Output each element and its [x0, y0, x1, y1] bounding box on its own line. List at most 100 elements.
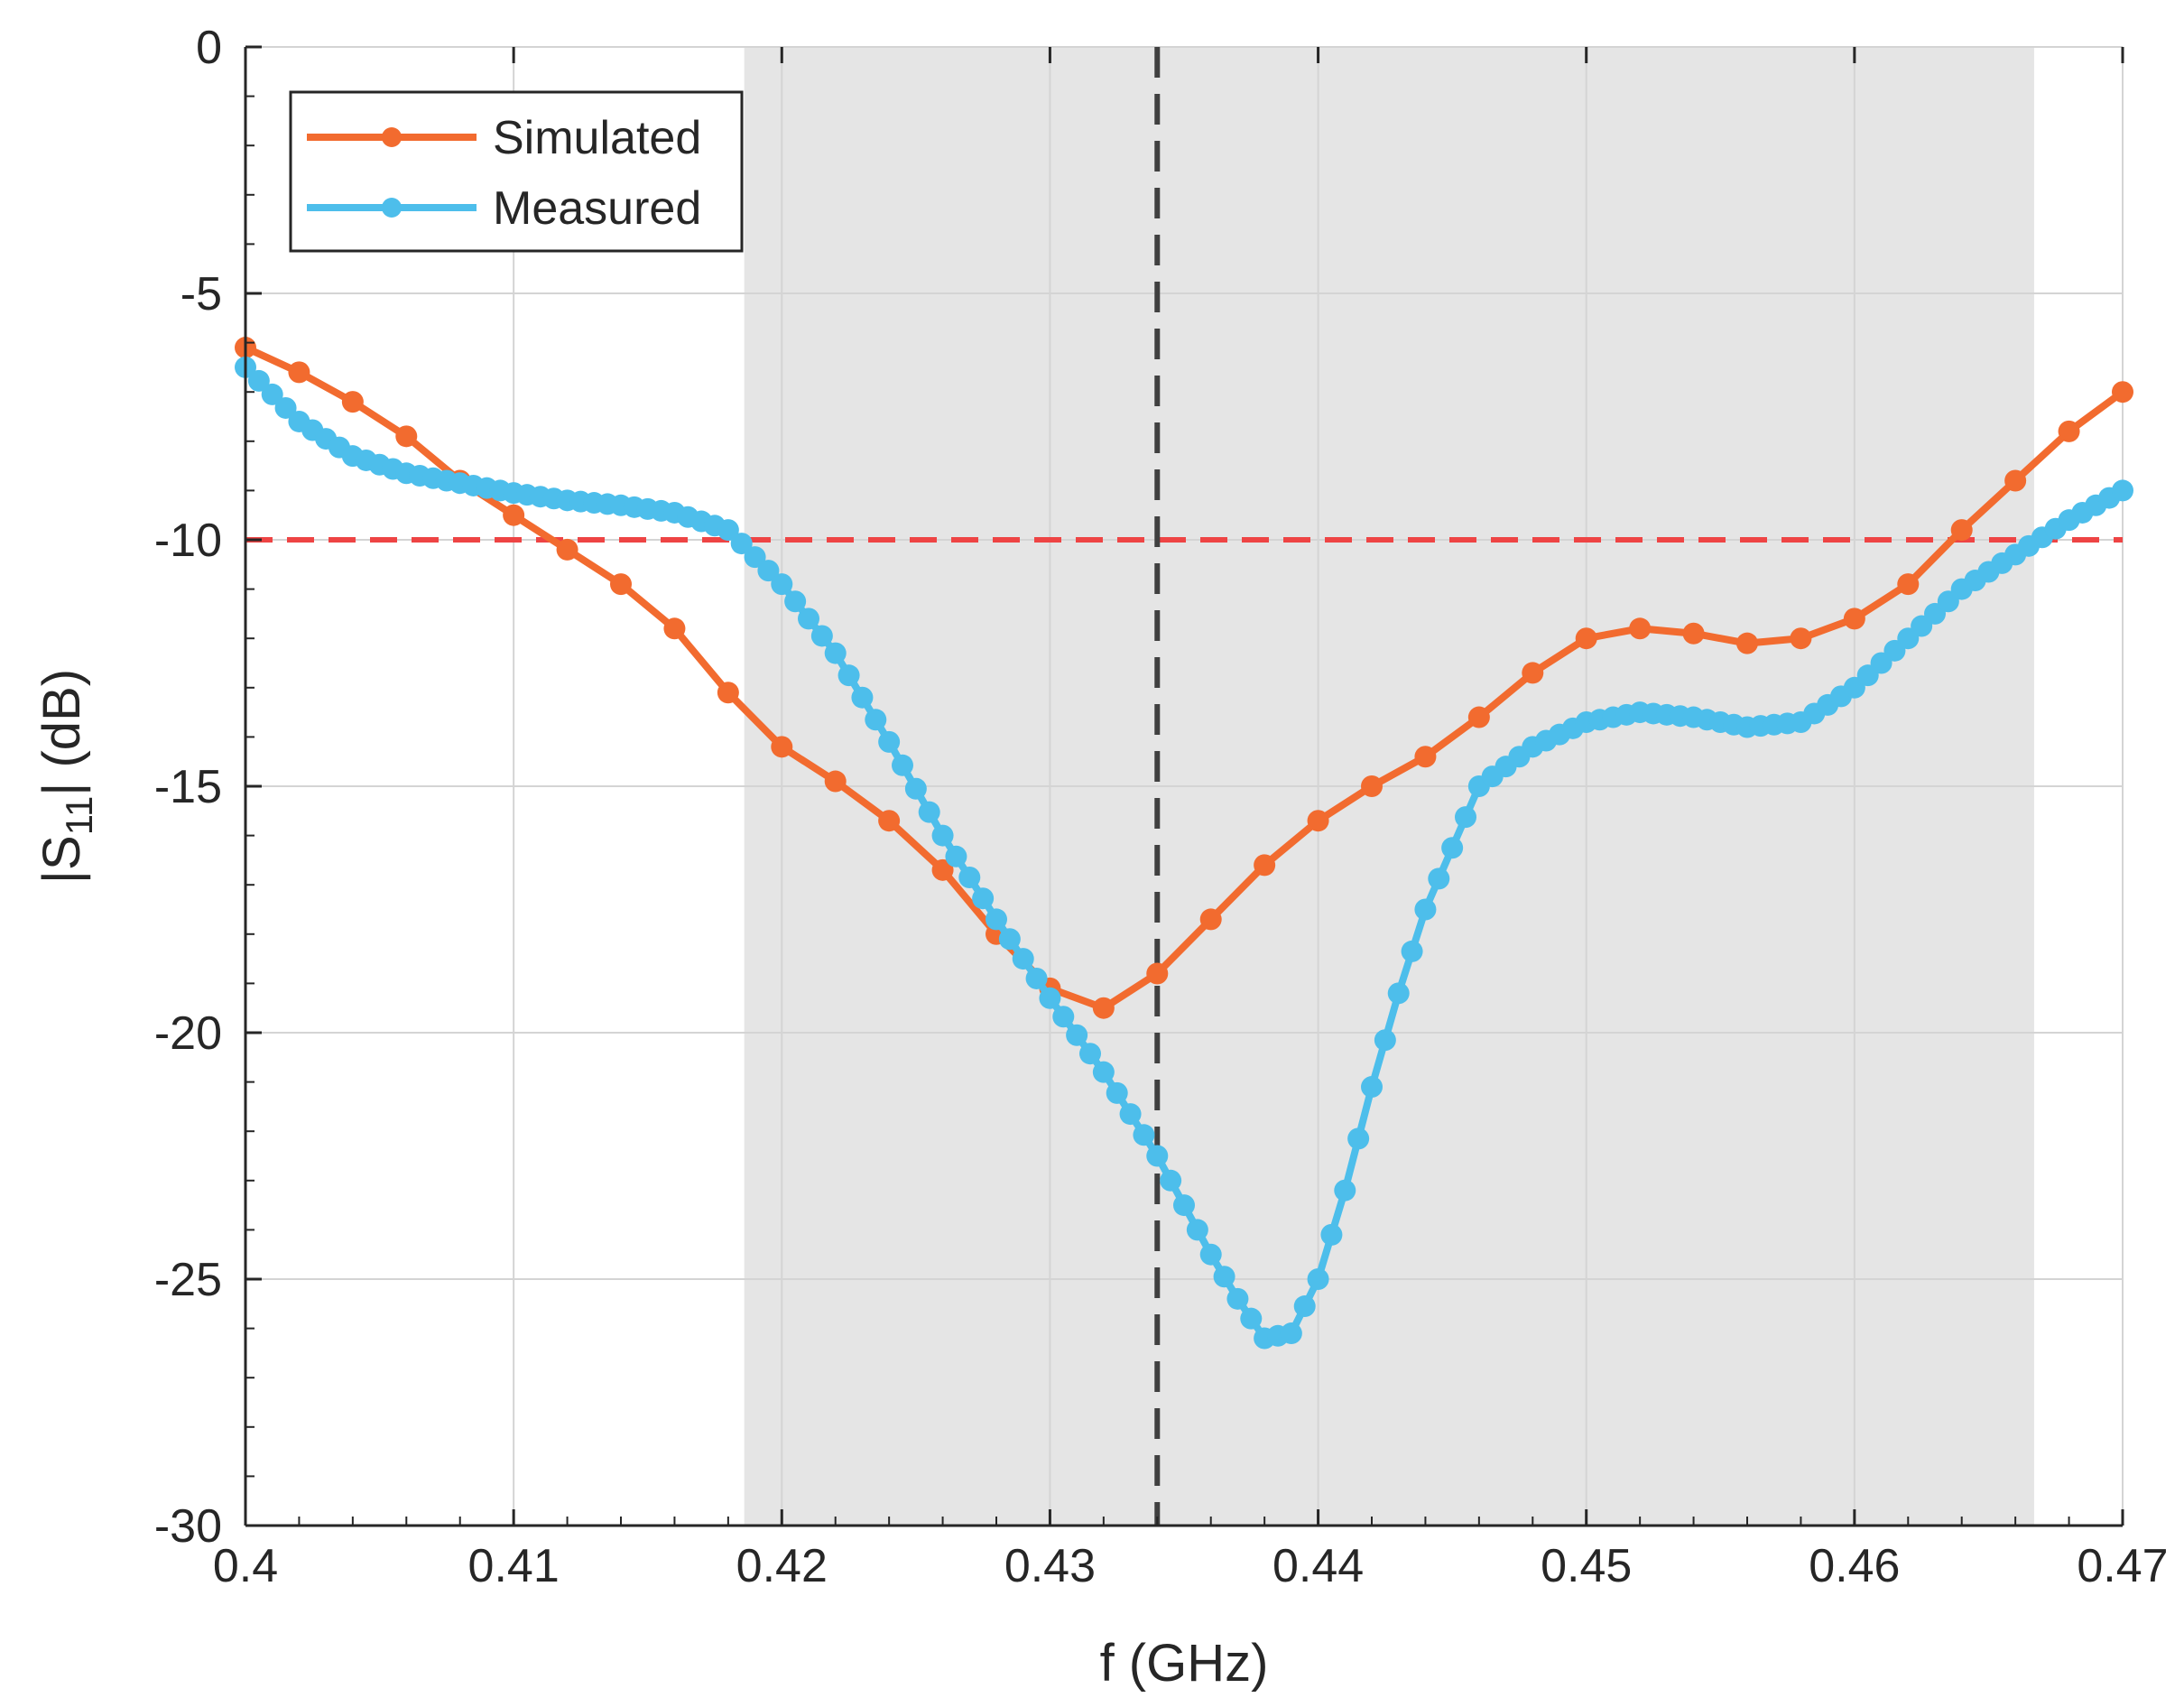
data-point-measured: [1052, 1006, 1075, 1028]
data-point-measured: [1280, 1322, 1302, 1345]
data-point-measured: [771, 573, 793, 596]
data-point-simulated: [717, 682, 739, 704]
data-point-simulated: [1950, 519, 1973, 542]
data-point-measured: [1240, 1307, 1263, 1330]
tick-labels-layer: 0.4 0.41 0.42 0.43 0.44 0.45 0.46 0.47 0 -5 -10 -15…: [154, 22, 2169, 1592]
data-point-measured: [1199, 1243, 1222, 1266]
data-point-measured: [1146, 1145, 1169, 1167]
data-point-simulated: [824, 770, 847, 793]
data-point-simulated: [1414, 746, 1437, 768]
data-point-simulated: [288, 361, 310, 384]
data-point-measured: [1320, 1223, 1343, 1246]
legend-marker-measured: [382, 198, 402, 218]
data-point-measured: [1092, 1061, 1115, 1083]
y-tick-label: -10: [154, 515, 222, 567]
legend-marker-simulated: [382, 127, 402, 147]
data-point-simulated: [1307, 810, 1329, 832]
data-point-measured: [1334, 1179, 1356, 1201]
data-point-measured: [1387, 982, 1410, 1005]
x-tick-label: 0.42: [736, 1540, 828, 1592]
x-tick-label: 0.46: [1809, 1540, 1900, 1592]
data-point-simulated: [1575, 627, 1597, 650]
data-point-measured: [958, 867, 981, 889]
x-tick-label: 0.4: [213, 1540, 278, 1592]
data-point-simulated: [1146, 962, 1169, 985]
data-point-simulated: [2112, 381, 2133, 404]
data-point-measured: [824, 642, 847, 664]
data-point-measured: [838, 664, 860, 687]
y-tick-label: -5: [180, 268, 222, 320]
axes-layer: [244, 45, 2124, 1527]
x-tick-label: 0.41: [468, 1540, 560, 1592]
data-point-measured: [1025, 967, 1048, 989]
data-point-simulated: [663, 617, 686, 640]
data-point-simulated: [341, 391, 364, 413]
data-point-simulated: [1361, 775, 1383, 797]
data-point-measured: [810, 625, 833, 647]
data-point-simulated: [395, 425, 418, 448]
data-point-simulated: [1682, 622, 1705, 645]
data-point-measured: [918, 801, 940, 823]
data-point-simulated: [1736, 632, 1758, 654]
y-axis-title: |S11| (dB): [32, 669, 100, 884]
data-point-measured: [972, 887, 995, 910]
data-point-measured: [1173, 1194, 1195, 1217]
data-point-measured: [261, 383, 283, 405]
data-point-simulated: [2058, 420, 2080, 442]
data-point-measured: [1012, 948, 1034, 970]
data-point-measured: [1160, 1169, 1182, 1192]
legend-label-simulated: Simulated: [493, 112, 701, 164]
data-point-measured: [247, 369, 270, 392]
data-point-simulated: [878, 810, 901, 832]
y-tick-label: -15: [154, 761, 222, 813]
y-axis-title-prefix: |S: [32, 835, 91, 884]
data-point-simulated: [1790, 627, 1812, 650]
data-point-measured: [998, 928, 1021, 951]
data-point-simulated: [1467, 706, 1490, 728]
data-point-measured: [744, 546, 766, 569]
data-point-simulated: [610, 573, 632, 596]
data-point-measured: [730, 533, 753, 555]
data-point-simulated: [1199, 908, 1222, 931]
data-point-measured: [892, 754, 913, 776]
data-point-measured: [784, 590, 807, 613]
data-point-simulated: [556, 538, 578, 561]
data-point-simulated: [1522, 662, 1544, 684]
data-point-simulated: [771, 736, 793, 758]
x-tick-label: 0.47: [2077, 1540, 2168, 1592]
data-point-measured: [865, 709, 887, 731]
data-point-simulated: [1092, 997, 1115, 1019]
data-point-simulated: [1843, 608, 1865, 630]
legend-label-measured: Measured: [493, 182, 701, 235]
data-point-measured: [1213, 1266, 1235, 1288]
data-point-measured: [1079, 1043, 1101, 1065]
data-point-measured: [274, 396, 297, 419]
data-point-measured: [1401, 940, 1423, 962]
x-tick-label: 0.45: [1541, 1540, 1632, 1592]
data-point-measured: [798, 608, 819, 630]
data-point-measured: [986, 908, 1007, 931]
data-point-measured: [904, 777, 927, 800]
y-tick-label: -25: [154, 1254, 222, 1306]
data-point-measured: [1441, 837, 1464, 859]
y-tick-label: -20: [154, 1007, 222, 1060]
y-tick-label: 0: [196, 22, 222, 74]
x-axis-title: f (GHz): [1100, 1634, 1269, 1693]
data-point-measured: [945, 845, 967, 867]
data-point-measured: [1186, 1219, 1208, 1241]
data-point-measured: [1361, 1076, 1383, 1099]
y-axis-title-subscript: 11: [58, 796, 100, 836]
data-point-measured: [1428, 867, 1450, 890]
y-tick-label: -30: [154, 1500, 222, 1553]
legend-box: [289, 90, 744, 253]
data-point-simulated: [2004, 469, 2027, 492]
data-point-measured: [757, 560, 780, 582]
data-point-simulated: [931, 858, 954, 881]
data-point-measured: [1374, 1029, 1396, 1052]
data-point-measured: [1414, 898, 1437, 921]
data-point-simulated: [503, 504, 525, 526]
series-layer: [235, 337, 2133, 1350]
data-point-simulated: [1254, 854, 1276, 877]
